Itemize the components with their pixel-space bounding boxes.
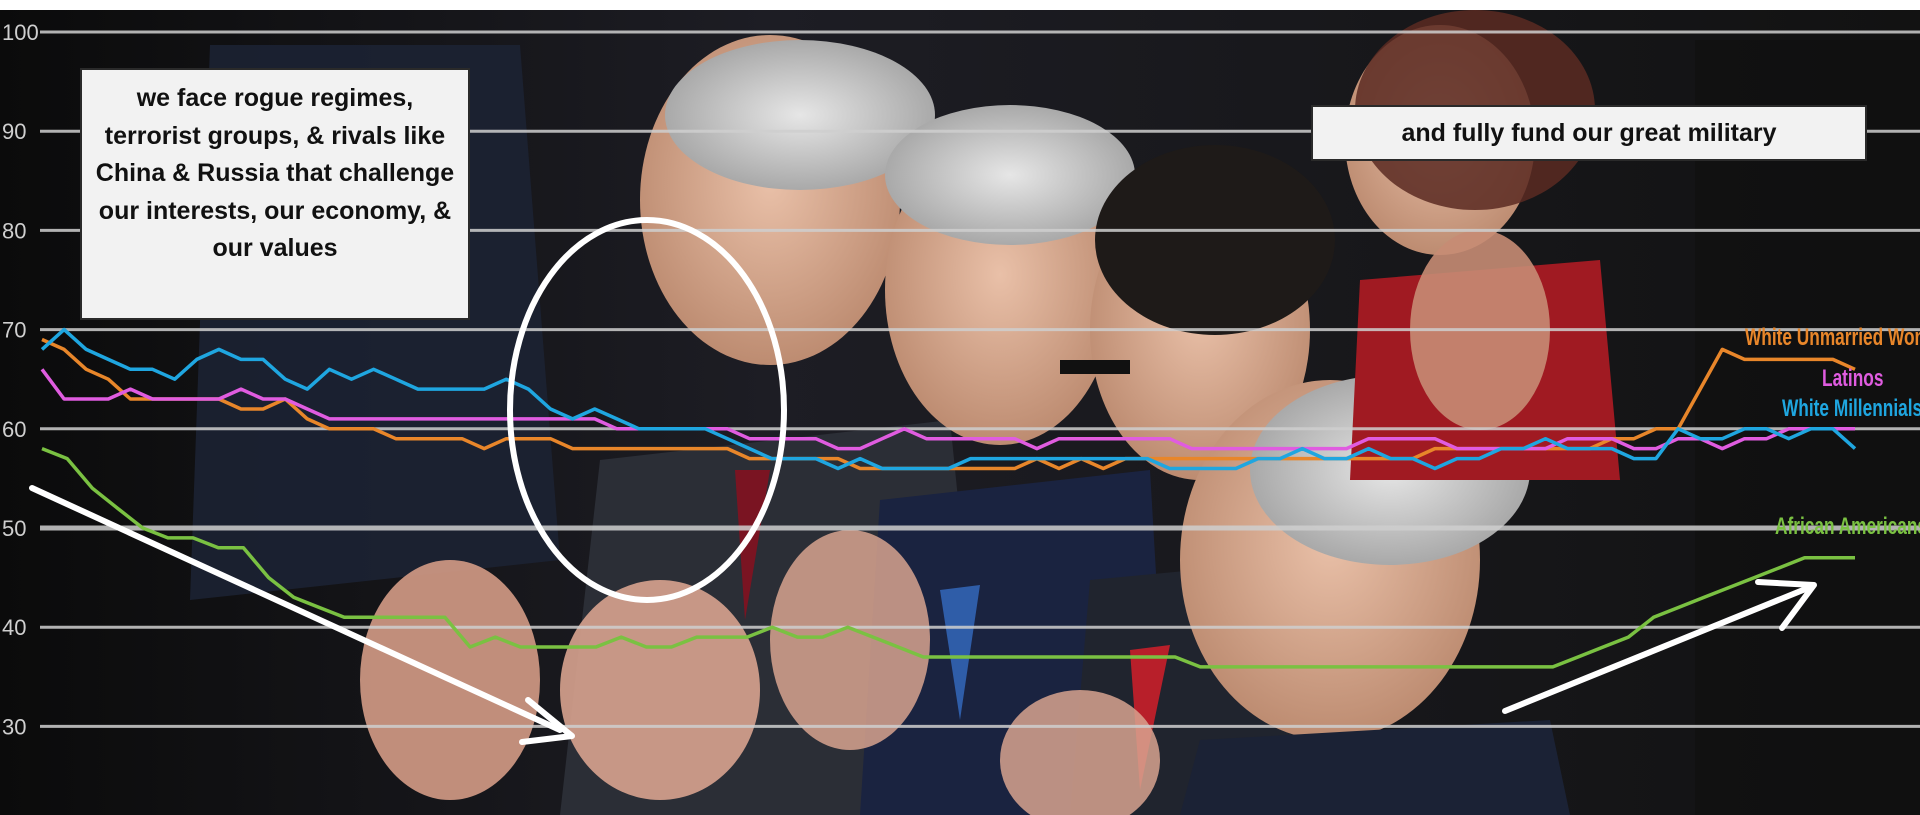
up-arrow bbox=[1502, 579, 1817, 714]
y-tick-label: 60 bbox=[2, 417, 26, 442]
highlight-circle bbox=[507, 217, 787, 603]
quote-caption-right: and fully fund our great military bbox=[1311, 105, 1867, 161]
series-line-latinos bbox=[40, 368, 1855, 451]
series-label: African Americans bbox=[1775, 513, 1920, 539]
series-line-white-millennials bbox=[40, 327, 1857, 471]
series-label: White Unmarried Women bbox=[1745, 324, 1920, 350]
down-arrow bbox=[29, 485, 575, 745]
y-tick-label: 100 bbox=[2, 20, 39, 45]
quote-caption-left: we face rogue regimes, terrorist groups,… bbox=[80, 68, 470, 320]
series-label: White Millennials bbox=[1782, 395, 1920, 421]
y-tick-label: 80 bbox=[2, 218, 26, 243]
y-tick-label: 40 bbox=[2, 615, 26, 640]
y-tick-label: 30 bbox=[2, 714, 26, 739]
series-line-african-americans bbox=[41, 446, 1855, 669]
y-tick-label: 90 bbox=[2, 119, 26, 144]
series-label: Latinos bbox=[1822, 365, 1883, 391]
y-tick-label: 50 bbox=[2, 516, 26, 541]
y-tick-label: 70 bbox=[2, 318, 26, 343]
